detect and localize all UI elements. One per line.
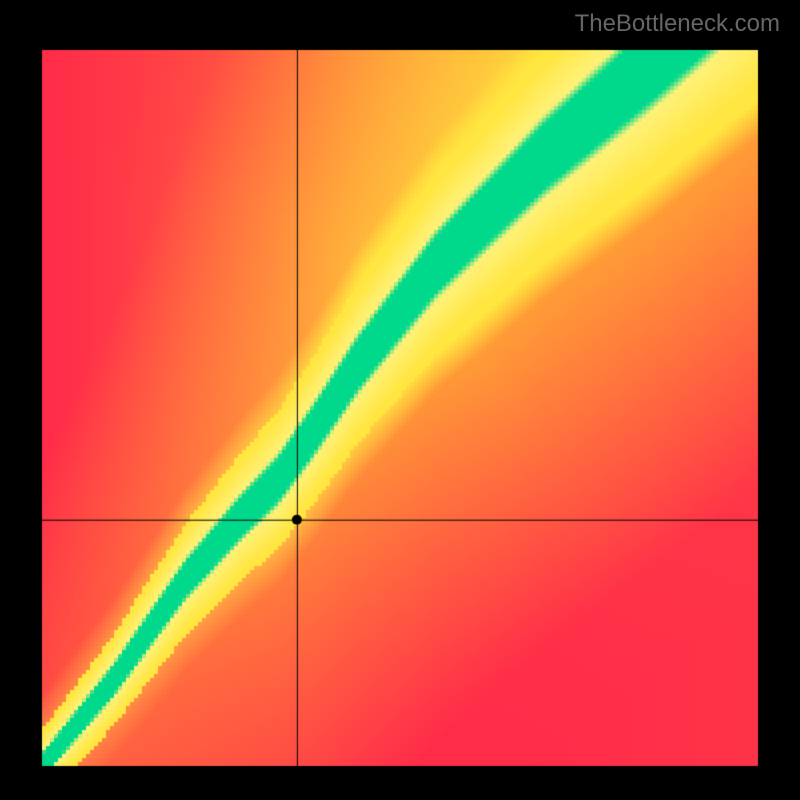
bottleneck-heatmap bbox=[0, 0, 800, 800]
chart-container: TheBottleneck.com bbox=[0, 0, 800, 800]
watermark-text: TheBottleneck.com bbox=[575, 10, 780, 38]
